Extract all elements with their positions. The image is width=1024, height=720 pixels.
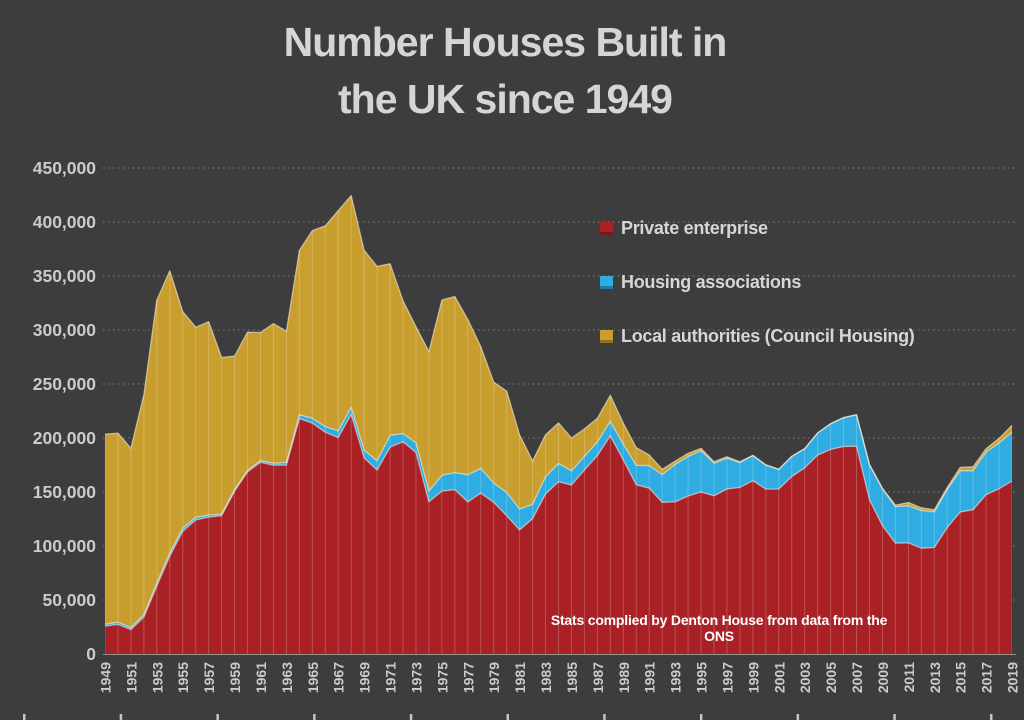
x-axis-tick-label: 1975 (434, 662, 450, 693)
area-series-private-enterprise (105, 414, 1012, 654)
x-axis-tick-label: 1989 (616, 662, 632, 693)
x-axis-tick-label: 1951 (123, 662, 139, 693)
y-axis-tick-label: 450,000 (33, 158, 97, 178)
chart-title: Number Houses Built in the UK since 1949 (0, 14, 1010, 128)
x-axis-tick-label: 1993 (668, 662, 684, 693)
x-axis-tick-label: 1997 (719, 662, 735, 693)
legend-label-private-enterprise: Private enterprise (621, 218, 768, 238)
series-boundary-stroke (104, 194, 1013, 511)
x-axis-tick-label: 2003 (797, 662, 813, 693)
x-axis-tick-label: 2011 (901, 662, 917, 693)
y-axis-tick-label: 200,000 (33, 428, 97, 448)
x-axis-tick-label: 1991 (642, 662, 658, 693)
x-axis-tick-label: 2019 (1005, 662, 1021, 693)
legend-item-local-authorities: Local authorities (Council Housing) (600, 326, 915, 347)
legend-item-private-enterprise: Private enterprise (600, 218, 768, 239)
x-axis-tick-label: 2007 (849, 662, 865, 693)
x-axis-tick-label: 1985 (564, 662, 580, 693)
y-axis-tick-label: 350,000 (33, 266, 97, 286)
x-axis-tick-label: 1987 (590, 662, 606, 693)
legend-label-housing-associations: Housing associations (621, 272, 802, 292)
bottom-edge-tick (313, 714, 316, 720)
legend-swatch-private-enterprise (600, 222, 613, 235)
x-axis-tick-label: 1957 (201, 662, 217, 693)
x-axis-tick-label: 1983 (538, 662, 554, 693)
y-axis-tick-label: 50,000 (42, 590, 96, 610)
y-axis-tick-label: 0 (86, 644, 96, 664)
bottom-edge-tick (893, 714, 896, 720)
x-axis-tick-label: 1961 (253, 662, 269, 693)
bottom-edge-tick (796, 714, 800, 720)
y-axis-tick-label: 400,000 (33, 212, 97, 232)
y-axis-tick-label: 300,000 (33, 320, 97, 340)
x-axis-tick-label: 1981 (512, 662, 528, 693)
x-axis-tick-label: 1971 (383, 662, 399, 693)
x-axis-tick-label: 2005 (823, 662, 839, 693)
y-axis-tick-label: 250,000 (33, 374, 97, 394)
x-axis-tick-label: 1953 (149, 662, 165, 693)
bottom-edge-tick (506, 714, 509, 720)
bottom-edge-tick (119, 714, 123, 720)
x-axis-tick-label: 1965 (305, 662, 321, 693)
chart-title-line-1: Number Houses Built in (283, 19, 728, 65)
y-axis-tick-label: 100,000 (33, 536, 97, 556)
chart-title-line-2: the UK since 1949 (338, 76, 673, 122)
x-axis-tick-label: 2015 (953, 662, 969, 693)
x-axis-tick-label: 2013 (927, 662, 943, 693)
x-axis-tick-label: 1999 (745, 662, 761, 693)
bottom-edge-tick (23, 714, 26, 720)
x-axis-tick-label: 1967 (331, 662, 347, 693)
bottom-edge-tick (409, 714, 413, 720)
x-axis-tick-label: 1955 (175, 662, 191, 693)
series-boundary-stroke (104, 413, 1013, 631)
x-axis-tick-label: 2009 (875, 662, 891, 693)
legend-swatch-local-authorities (600, 330, 613, 343)
legend-item-housing-associations: Housing associations (600, 272, 801, 293)
x-axis-tick-label: 1949 (98, 662, 114, 693)
legend-label-local-authorities: Local authorities (Council Housing) (621, 326, 915, 346)
x-axis-tick-label: 1963 (279, 662, 295, 693)
x-axis-tick-label: 2017 (979, 662, 995, 693)
x-axis-tick-label: 1995 (694, 662, 710, 693)
x-axis-tick-label: 1959 (227, 662, 243, 693)
x-axis-tick-label: 1977 (460, 662, 476, 693)
x-axis-tick-label: 1973 (408, 662, 424, 693)
bottom-edge-tick (216, 714, 219, 720)
legend-swatch-housing-associations (600, 276, 613, 289)
x-axis-tick-label: 1969 (357, 662, 373, 693)
y-axis-tick-label: 150,000 (33, 482, 97, 502)
bottom-edge-tick (603, 714, 606, 720)
source-annotation: Stats complied by Denton House from data… (550, 612, 888, 644)
bottom-edge-ticks (23, 714, 993, 720)
bottom-edge-tick (699, 714, 703, 720)
x-axis-tick-label: 1979 (486, 662, 502, 693)
x-axis-tick-label: 2001 (771, 662, 787, 693)
bottom-edge-tick (990, 714, 993, 720)
